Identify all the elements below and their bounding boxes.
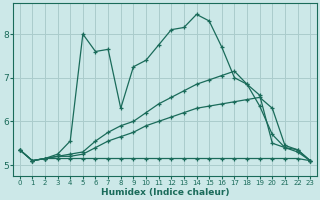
- X-axis label: Humidex (Indice chaleur): Humidex (Indice chaleur): [101, 188, 229, 197]
